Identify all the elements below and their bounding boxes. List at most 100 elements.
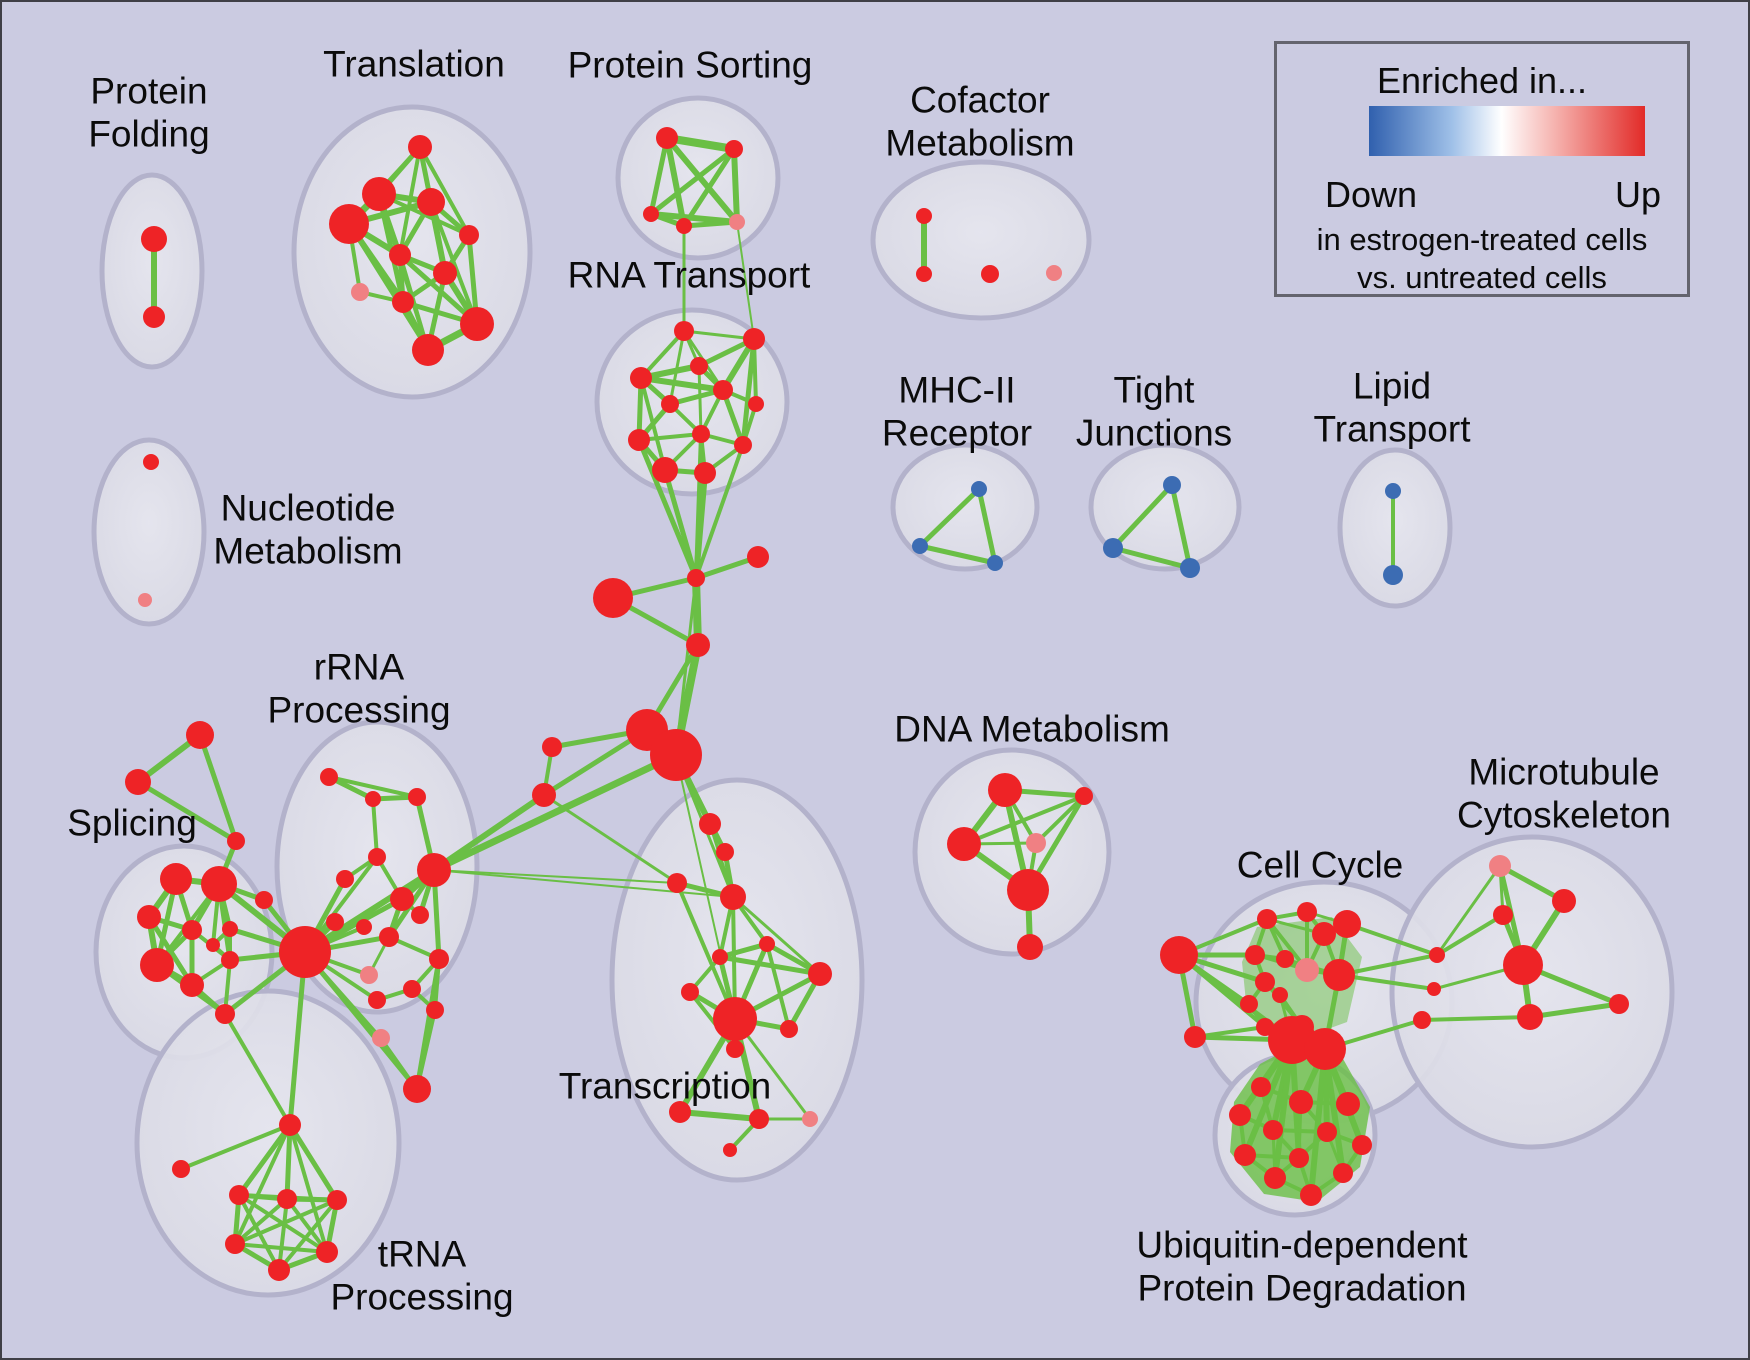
edge-D2-D3 bbox=[962, 794, 1086, 846]
edge-PS5-RT2 bbox=[736, 221, 755, 340]
edge-PS1-PS5 bbox=[664, 135, 740, 225]
node-B1 bbox=[593, 578, 633, 618]
node-C4 bbox=[1297, 902, 1317, 922]
edge-TR4-TR5 bbox=[233, 1242, 329, 1254]
node-MJ3 bbox=[1413, 1011, 1431, 1029]
edge-M3-M4 bbox=[1527, 1001, 1622, 1020]
edge-X1-X3 bbox=[197, 732, 239, 844]
node-T2 bbox=[362, 177, 396, 211]
node-TR6 bbox=[268, 1259, 290, 1281]
cluster-label-ubiquitin-degradation-line2: Protein Degradation bbox=[1137, 1268, 1466, 1309]
node-X3 bbox=[227, 832, 245, 850]
edge-T6-T10 bbox=[397, 252, 480, 327]
edge-MH1-MH3 bbox=[976, 486, 998, 566]
cluster-label-protein-sorting: Protein Sorting bbox=[568, 45, 813, 86]
node-S1 bbox=[160, 863, 192, 895]
node-MH bbox=[1503, 945, 1543, 985]
node-T9 bbox=[392, 291, 414, 313]
node-MH3 bbox=[987, 555, 1003, 571]
node-RT4 bbox=[630, 367, 652, 389]
edge-PS2-PS4 bbox=[681, 146, 737, 229]
edge-TX4-TX7 bbox=[731, 895, 822, 976]
node-R14 bbox=[426, 1001, 444, 1019]
node-CH1 bbox=[1268, 1016, 1316, 1064]
cluster-label-translation: Translation bbox=[323, 44, 505, 85]
cluster-label-microtubule-cytoskeleton-line1: Microtubule bbox=[1468, 752, 1659, 793]
edge-TX5-TX6 bbox=[717, 941, 770, 960]
node-C10 bbox=[1255, 972, 1275, 992]
node-RT10 bbox=[734, 436, 752, 454]
edge-TX6-TX7 bbox=[717, 954, 823, 977]
edge-B6-RB bbox=[430, 751, 680, 874]
node-PF1 bbox=[141, 226, 167, 252]
node-MP bbox=[1489, 855, 1511, 877]
node-U10 bbox=[1264, 1167, 1286, 1189]
node-TX11 bbox=[669, 1101, 691, 1123]
node-RT9 bbox=[628, 429, 650, 451]
edge-MH1-MH2 bbox=[917, 486, 982, 549]
node-TR5 bbox=[316, 1241, 338, 1263]
node-TX5 bbox=[759, 936, 775, 952]
cluster-label-tight-junctions-line1: Tight bbox=[1114, 370, 1196, 411]
edge-RT9-B2 bbox=[636, 437, 699, 581]
node-B4 bbox=[686, 633, 710, 657]
node-CF3 bbox=[981, 265, 999, 283]
cluster-label-lipid-transport-line1: Lipid bbox=[1353, 366, 1431, 407]
node-D5 bbox=[1017, 934, 1043, 960]
cluster-label-rrna-processing-line1: rRNA bbox=[314, 647, 405, 688]
node-C3 bbox=[1257, 909, 1277, 929]
node-R2 bbox=[365, 791, 381, 807]
edge-TR2-TR6 bbox=[277, 1197, 289, 1272]
node-T11 bbox=[412, 334, 444, 366]
node-D3 bbox=[947, 827, 981, 861]
edge-RT1-RT2 bbox=[682, 329, 756, 341]
edge-RB-TX3 bbox=[433, 869, 678, 884]
node-TX2 bbox=[716, 843, 734, 861]
node-T3 bbox=[417, 188, 445, 216]
cluster-ellipse-dna-metabolism bbox=[912, 747, 1112, 957]
edge-R2-R5 bbox=[371, 797, 379, 859]
node-TR2 bbox=[277, 1189, 297, 1209]
node-TJ1 bbox=[1163, 476, 1181, 494]
node-R15 bbox=[255, 891, 273, 909]
legend-caption-line2: vs. untreated cells bbox=[1357, 260, 1607, 295]
node-U11 bbox=[1333, 1163, 1353, 1183]
node-R17 bbox=[403, 1075, 431, 1103]
edge-PS2-PS3 bbox=[648, 146, 737, 217]
node-RH bbox=[279, 926, 331, 978]
node-C12 bbox=[1272, 987, 1288, 1003]
cluster-label-protein-folding-line2: Folding bbox=[88, 114, 209, 155]
node-S8 bbox=[180, 973, 204, 997]
cluster-label-microtubule-cytoskeleton-line2: Cytoskeleton bbox=[1457, 795, 1671, 836]
node-S6 bbox=[206, 938, 220, 952]
edge-RH-TRH bbox=[287, 949, 308, 1128]
node-D2 bbox=[1075, 787, 1093, 805]
node-B3 bbox=[747, 546, 769, 568]
node-R3 bbox=[408, 788, 426, 806]
edge-TRH-S10 bbox=[223, 1012, 292, 1127]
node-MJ1 bbox=[1429, 947, 1445, 963]
edge-B8-TX3 bbox=[542, 793, 679, 885]
cluster-label-splicing: Splicing bbox=[67, 803, 197, 844]
edge-TR2-TR5 bbox=[285, 1197, 329, 1254]
node-RT3 bbox=[690, 357, 708, 375]
node-R5 bbox=[368, 848, 386, 866]
edge-C6-MJ1 bbox=[1345, 922, 1439, 957]
node-M4 bbox=[1609, 994, 1629, 1014]
node-S9 bbox=[221, 951, 239, 969]
node-RP1 bbox=[360, 966, 378, 984]
node-T5 bbox=[459, 225, 479, 245]
cluster-ellipse-cofactor-metabolism bbox=[870, 159, 1092, 321]
node-TX13 bbox=[723, 1143, 737, 1157]
node-S3 bbox=[137, 905, 161, 929]
node-TX12 bbox=[749, 1109, 769, 1129]
cluster-ellipse-nucleotide-metabolism bbox=[91, 437, 207, 627]
cluster-label-mhc-ii-receptor-line2: Receptor bbox=[882, 413, 1032, 454]
edge-TJ2-TJ3 bbox=[1110, 545, 1193, 571]
edge-TRH-TR4 bbox=[233, 1123, 292, 1246]
node-PF2 bbox=[143, 306, 165, 328]
edge-TRH-TR1 bbox=[236, 1122, 293, 1198]
node-TX4 bbox=[720, 884, 746, 910]
edge-TRH-TR5 bbox=[288, 1123, 329, 1254]
